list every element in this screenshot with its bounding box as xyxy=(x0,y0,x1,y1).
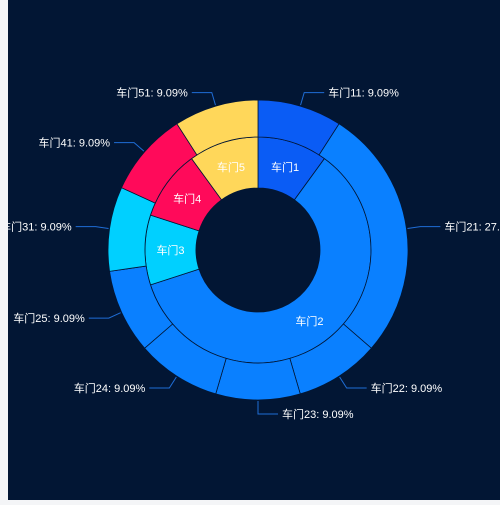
outer-label--51: 车门51: 9.09% xyxy=(116,86,188,100)
leader-line--24 xyxy=(149,376,177,389)
outer-label--31: 车门31: 9.09% xyxy=(8,220,72,234)
outer-labels: 车门11: 9.09% 车门21: 27.27% 车门22: 9.09% 车门23: … xyxy=(0,86,500,421)
slice--23[interactable] xyxy=(215,357,301,401)
inner-label--3: 车门3 xyxy=(156,243,184,257)
outer-label--25: 车门25: 9.09% xyxy=(13,311,85,325)
slice--51[interactable] xyxy=(176,99,259,156)
leader-line--23 xyxy=(257,401,278,415)
outer-label--22: 车门22: 9.09% xyxy=(371,381,443,395)
inner-label--5: 车门5 xyxy=(217,160,245,174)
leader-line--11 xyxy=(300,92,325,106)
leader-line--25 xyxy=(88,312,121,319)
inner-ring xyxy=(144,136,372,364)
outer-label--41: 车门41: 9.09% xyxy=(39,136,111,150)
inner-label--4: 车门4 xyxy=(173,192,201,206)
inner-label--1: 车门1 xyxy=(271,160,299,174)
outer-label--24: 车门24: 9.09% xyxy=(74,381,146,395)
leader-line--41 xyxy=(114,142,145,152)
inner-labels: 车门1 车门2 车门3 车门4 车门5 xyxy=(156,160,323,328)
outer-ring xyxy=(107,99,409,401)
leader-line--51 xyxy=(191,92,216,106)
outer-label--21: 车门21: 27.27% xyxy=(444,220,500,234)
outer-label--11: 车门11: 9.09% xyxy=(328,86,399,100)
outer-label--23: 车门23: 9.09% xyxy=(282,407,354,421)
leader-line--22 xyxy=(339,376,367,389)
leader-line--21 xyxy=(407,226,441,230)
leader-line--31 xyxy=(75,226,109,230)
leader-lines xyxy=(75,92,441,415)
inner-label--2: 车门2 xyxy=(295,314,323,328)
